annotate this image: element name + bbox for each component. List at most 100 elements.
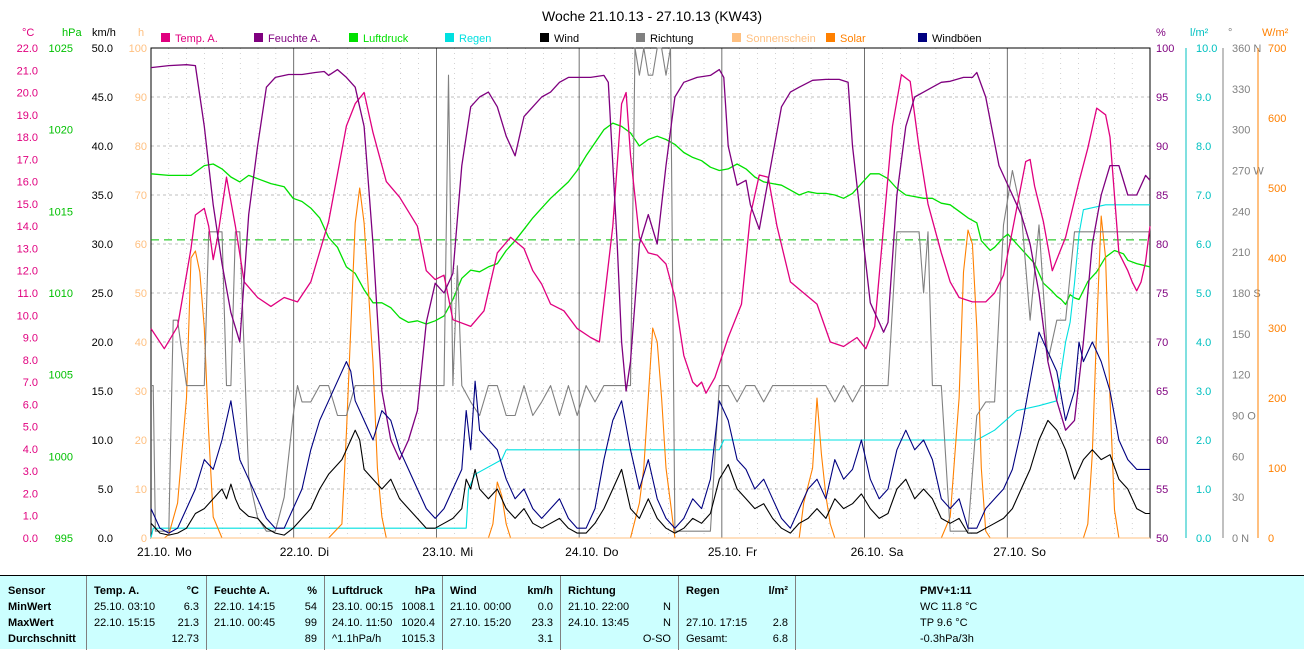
tick-label-wind: 20.0 bbox=[92, 337, 113, 349]
tick-label-temp: 12.0 bbox=[17, 266, 38, 278]
pmv-title: PMV+1:11 bbox=[920, 585, 972, 597]
tick-label-humidity: 60 bbox=[1156, 435, 1168, 447]
stat-value: 99 bbox=[304, 617, 317, 629]
tick-label-sunshine: 80 bbox=[135, 141, 147, 153]
series-line-wind bbox=[150, 419, 1150, 536]
series-line-regen bbox=[150, 204, 1150, 539]
tick-label-solar: 500 bbox=[1268, 183, 1286, 195]
stat-column-head: Luftdruck bbox=[332, 585, 383, 597]
tick-label-wind: 45.0 bbox=[92, 92, 113, 104]
tick-label-direction: 150 bbox=[1232, 329, 1250, 341]
tick-label-direction: 120 bbox=[1232, 370, 1250, 382]
x-tick-date: 23.10. bbox=[422, 545, 455, 559]
legend-swatch bbox=[826, 33, 835, 42]
pmv-tp: TP 9.6 °C bbox=[920, 617, 968, 629]
legend-swatch bbox=[636, 33, 645, 42]
tick-label-pressure: 1010 bbox=[49, 288, 73, 300]
tick-label-temp: 14.0 bbox=[17, 221, 38, 233]
stat-column-unit: l/m² bbox=[768, 585, 788, 597]
tick-label-wind: 10.0 bbox=[92, 435, 113, 447]
tick-label-direction: 330 bbox=[1232, 84, 1250, 96]
tick-label-rain: 0.0 bbox=[1196, 533, 1211, 545]
statistics-table: Sensor MinWert MaxWert Durchschnitt Temp… bbox=[0, 575, 1304, 650]
tick-label-rain: 6.0 bbox=[1196, 239, 1211, 251]
stat-time: 23.10. 00:15 bbox=[332, 601, 394, 613]
stat-value: 54 bbox=[304, 601, 317, 613]
tick-label-solar: 0 bbox=[1268, 533, 1274, 545]
axis-unit-pressure: hPa bbox=[62, 27, 82, 39]
stat-time: 27.10. 17:15 bbox=[686, 617, 748, 629]
tick-label-direction: 300 bbox=[1232, 125, 1250, 137]
x-tick-weekday: Di bbox=[318, 545, 329, 559]
row-label-min: MinWert bbox=[8, 601, 52, 613]
row-label-max: MaxWert bbox=[8, 617, 54, 629]
axis-unit-solar: W/m² bbox=[1262, 27, 1289, 39]
row-labels: Sensor MinWert MaxWert Durchschnitt bbox=[0, 576, 87, 650]
stat-column-unit: km/h bbox=[527, 585, 553, 597]
stat-value: 89 bbox=[304, 633, 317, 645]
tick-label-solar: 400 bbox=[1268, 253, 1286, 265]
stat-value: 1020.4 bbox=[401, 617, 435, 629]
legend-label: Feuchte A. bbox=[268, 33, 321, 45]
stat-column: Temp. A. °C 25.10. 03:10 6.3 22.10. 15:15 21.… bbox=[87, 576, 207, 650]
tick-label-temp: 19.0 bbox=[17, 110, 38, 122]
stat-time: 24.10. 13:45 bbox=[568, 617, 630, 629]
tick-label-temp: 3.0 bbox=[23, 466, 38, 478]
tick-label-temp: 4.0 bbox=[23, 444, 38, 456]
tick-label-solar: 100 bbox=[1268, 463, 1286, 475]
x-tick-date: 27.10. bbox=[993, 545, 1026, 559]
x-tick-date: 25.10. bbox=[708, 545, 741, 559]
series-line-windb-en bbox=[150, 331, 1150, 534]
stat-value: 21.3 bbox=[177, 617, 199, 629]
tick-label-temp: 10.0 bbox=[17, 310, 38, 322]
tick-label-humidity: 95 bbox=[1156, 92, 1168, 104]
stat-value: 1015.3 bbox=[401, 633, 435, 645]
stat-column: Feuchte A.% 22.10. 14:15 54 21.10. 00:45 99 8… bbox=[207, 576, 325, 650]
tick-label-solar: 200 bbox=[1268, 393, 1286, 405]
tick-label-temp: 13.0 bbox=[17, 243, 38, 255]
legend-label: Richtung bbox=[650, 33, 693, 45]
axis-unit-wind: km/h bbox=[92, 27, 116, 39]
series-line-feuchte-a- bbox=[150, 64, 1151, 461]
axis-unit-temp: °C bbox=[22, 27, 34, 39]
tick-label-humidity: 55 bbox=[1156, 484, 1168, 496]
stat-time: 22.10. 14:15 bbox=[214, 601, 276, 613]
stat-time: 27.10. 15:20 bbox=[450, 617, 512, 629]
tick-label-wind: 35.0 bbox=[92, 190, 113, 202]
axis-unit-rain: l/m² bbox=[1190, 27, 1209, 39]
legend-label: Temp. A. bbox=[175, 33, 218, 45]
pmv-wc: WC 11.8 °C bbox=[920, 601, 978, 613]
tick-label-pressure: 995 bbox=[55, 533, 73, 545]
chart-axes: °C 22.0 21.0 20.0 19.0 18.0 17.0 16.0 15.0 14.0 13… bbox=[17, 27, 1289, 559]
tick-label-sunshine: 70 bbox=[135, 190, 147, 202]
x-tick-weekday: Mi bbox=[460, 545, 473, 559]
tick-label-rain: 5.0 bbox=[1196, 288, 1211, 300]
stat-column: Regen l/m² 27.10. 17:15 2.8 Gesamt: 6.8 bbox=[679, 576, 796, 650]
chart-legend: Temp. A. Feuchte A. Luftdruck Regen Wind Rich… bbox=[161, 33, 982, 45]
x-tick-weekday: So bbox=[1031, 545, 1046, 559]
stat-value: O-SO bbox=[642, 633, 671, 645]
tick-label-temp: 2.0 bbox=[23, 488, 38, 500]
tick-label-wind: 30.0 bbox=[92, 239, 113, 251]
plot-area bbox=[150, 47, 1151, 539]
tick-label-pressure: 1020 bbox=[49, 125, 73, 137]
stat-value: 23.3 bbox=[531, 617, 553, 629]
tick-label-humidity: 85 bbox=[1156, 190, 1168, 202]
legend-label: Regen bbox=[459, 33, 491, 45]
tick-label-sunshine: 10 bbox=[135, 484, 147, 496]
x-tick-weekday: Mo bbox=[175, 545, 192, 559]
tick-label-direction: 90 O bbox=[1232, 411, 1256, 423]
tick-label-humidity: 50 bbox=[1156, 533, 1168, 545]
stat-value: N bbox=[663, 617, 671, 629]
legend-swatch bbox=[540, 33, 549, 42]
tick-label-direction: 360 N bbox=[1232, 43, 1261, 55]
stat-value: 12.73 bbox=[171, 633, 199, 645]
legend-label: Sonnenschein bbox=[746, 33, 816, 45]
tick-label-solar: 300 bbox=[1268, 323, 1286, 335]
tick-label-sunshine: 20 bbox=[135, 435, 147, 447]
stat-column: Wind km/h 21.10. 00:00 0.0 27.10. 15:20 23.3 3… bbox=[443, 576, 561, 650]
stat-time: Gesamt: bbox=[686, 633, 728, 645]
tick-label-temp: 5.0 bbox=[23, 422, 38, 434]
tick-label-wind: 5.0 bbox=[98, 484, 113, 496]
tick-label-humidity: 65 bbox=[1156, 386, 1168, 398]
